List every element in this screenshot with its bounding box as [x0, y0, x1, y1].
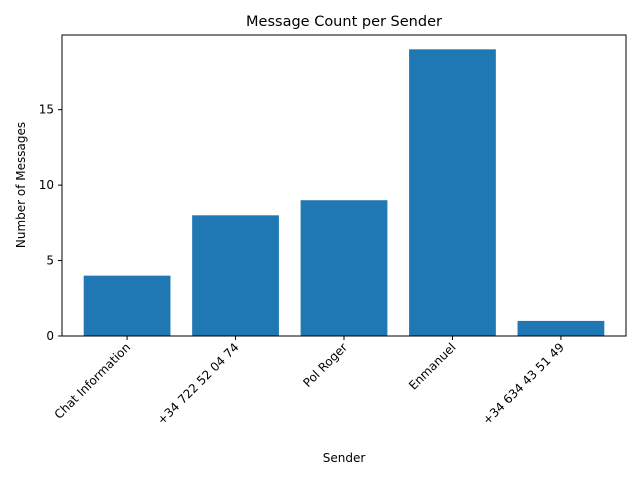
- y-tick-label-2: 10: [39, 178, 54, 192]
- chart-title: Message Count per Sender: [246, 14, 442, 30]
- y-axis: 0 5 10 15: [39, 103, 62, 343]
- x-axis-label: Sender: [323, 451, 366, 465]
- bars-group: [83, 49, 605, 336]
- y-axis-label: Number of Messages: [14, 122, 28, 248]
- y-tick-label-3: 15: [39, 103, 54, 117]
- bar-1: [192, 215, 279, 336]
- bar-3: [409, 49, 496, 336]
- y-tick-label-0: 0: [46, 329, 54, 343]
- bar-2: [300, 200, 388, 336]
- y-tick-label-1: 5: [46, 254, 54, 268]
- bar-4: [517, 320, 605, 336]
- bar-0: [83, 275, 171, 336]
